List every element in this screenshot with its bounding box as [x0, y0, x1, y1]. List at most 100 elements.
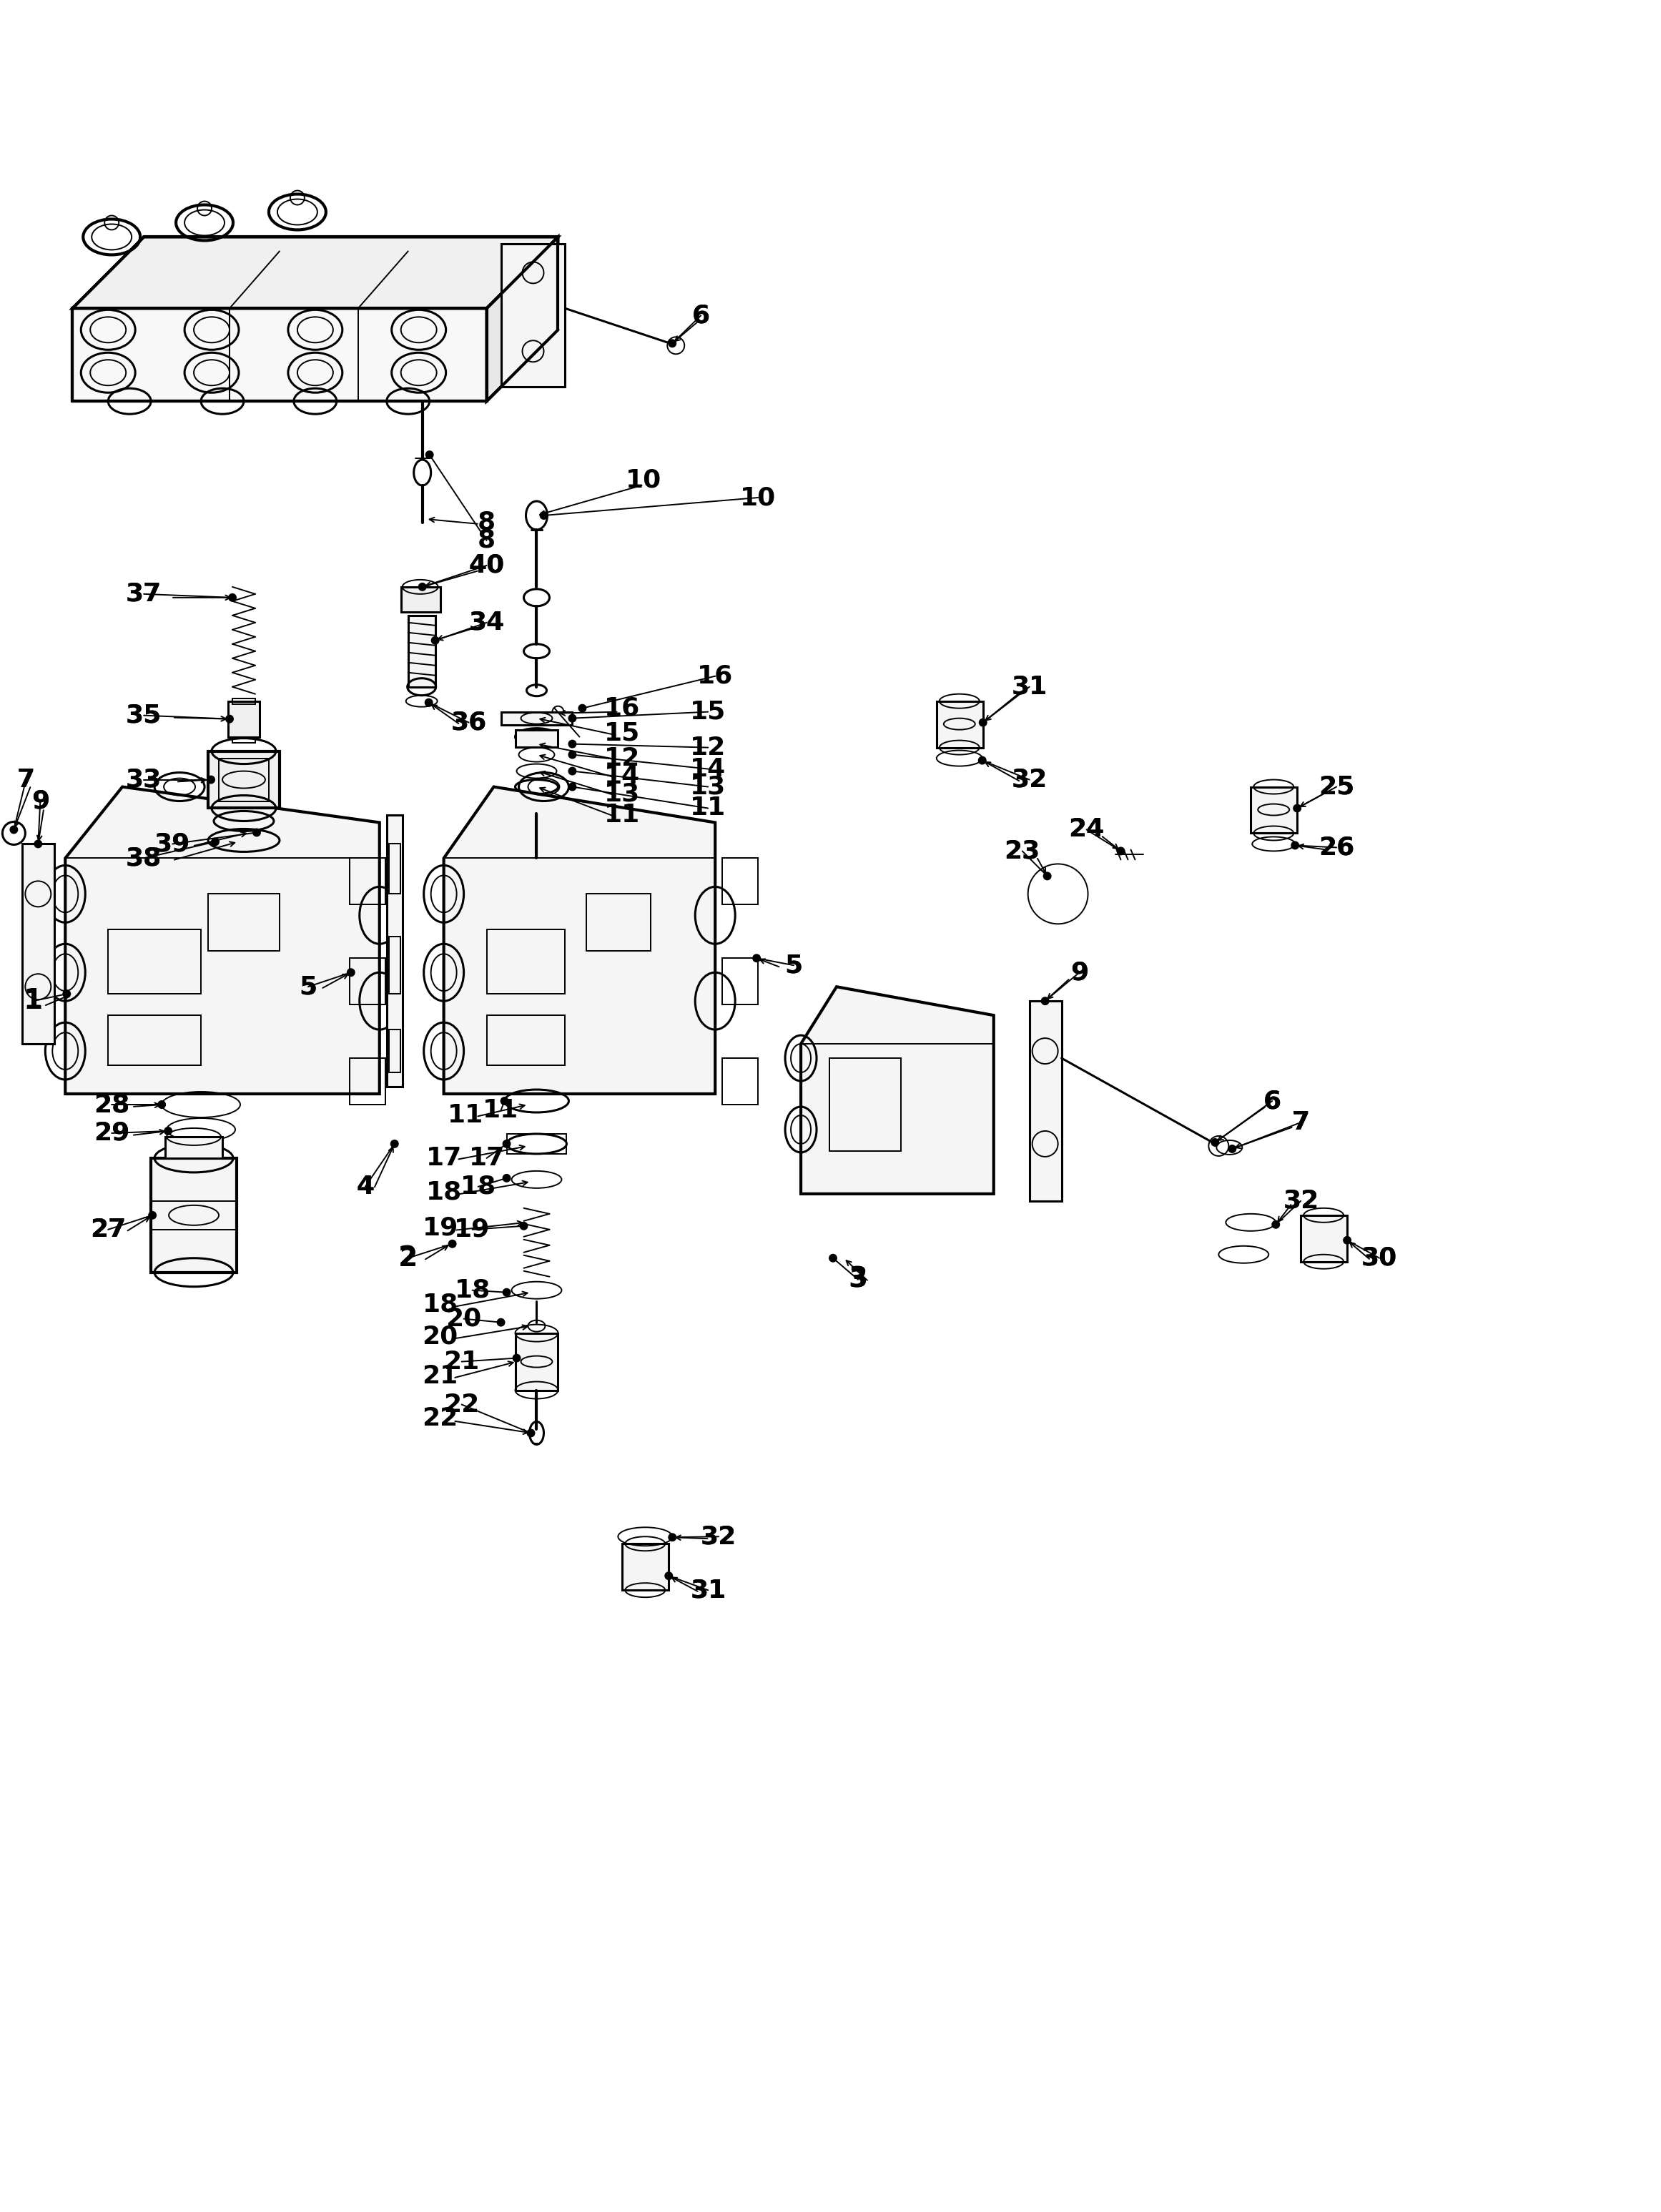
Text: 35: 35 — [126, 703, 161, 728]
Text: 4: 4 — [355, 1175, 374, 1199]
Text: 8: 8 — [478, 529, 495, 553]
Text: 16: 16 — [698, 664, 733, 688]
Text: 33: 33 — [126, 768, 161, 792]
Text: 23: 23 — [1005, 838, 1040, 863]
Bar — [409, 615, 435, 688]
Text: 26: 26 — [1319, 836, 1354, 860]
Text: 18: 18 — [422, 1292, 458, 1316]
Text: 6: 6 — [1264, 1088, 1281, 1113]
Text: 34: 34 — [468, 611, 505, 635]
Circle shape — [211, 838, 219, 845]
Bar — [219, 759, 269, 801]
Text: 10: 10 — [626, 467, 661, 491]
Bar — [829, 1057, 900, 1150]
Bar — [164, 1137, 223, 1159]
Text: 8: 8 — [478, 511, 495, 535]
Text: 9: 9 — [1070, 960, 1088, 984]
Text: 14: 14 — [605, 763, 639, 787]
Circle shape — [752, 956, 761, 962]
Text: 32: 32 — [1012, 768, 1048, 792]
Text: 17: 17 — [425, 1146, 462, 1170]
Text: 7: 7 — [17, 768, 35, 792]
Text: 25: 25 — [1319, 774, 1354, 799]
Text: 20: 20 — [422, 1325, 458, 1349]
Text: 1: 1 — [25, 989, 42, 1013]
Bar — [208, 894, 279, 951]
Circle shape — [568, 752, 576, 759]
Bar — [349, 858, 385, 905]
Circle shape — [425, 699, 432, 706]
Bar — [487, 929, 565, 993]
Bar — [349, 958, 385, 1004]
Bar — [1301, 1214, 1347, 1261]
Text: 28: 28 — [93, 1093, 130, 1117]
Circle shape — [540, 511, 548, 520]
Text: 37: 37 — [126, 582, 161, 606]
Circle shape — [419, 584, 425, 591]
Polygon shape — [801, 987, 993, 1194]
Text: 24: 24 — [1068, 818, 1105, 843]
Circle shape — [208, 776, 214, 783]
Bar — [228, 701, 259, 737]
Text: 39: 39 — [154, 832, 191, 856]
Circle shape — [568, 714, 576, 721]
Text: 31: 31 — [689, 1577, 726, 1601]
Circle shape — [149, 1212, 156, 1219]
Bar — [151, 1159, 236, 1272]
Circle shape — [527, 1429, 535, 1436]
Circle shape — [568, 783, 576, 790]
Circle shape — [578, 706, 586, 712]
Text: 4: 4 — [355, 1175, 374, 1199]
Text: 40: 40 — [468, 553, 505, 577]
Text: 21: 21 — [422, 1365, 458, 1389]
Text: 11: 11 — [605, 803, 639, 827]
Circle shape — [1272, 1221, 1279, 1228]
Text: 29: 29 — [93, 1121, 130, 1146]
Text: 36: 36 — [450, 710, 487, 734]
Bar — [389, 936, 400, 993]
Text: 27: 27 — [90, 1217, 126, 1241]
Text: 6: 6 — [693, 303, 709, 327]
Text: 12: 12 — [689, 734, 726, 759]
Text: 18: 18 — [455, 1279, 490, 1303]
Text: 32: 32 — [1012, 768, 1048, 792]
Text: 29: 29 — [93, 1121, 130, 1146]
Polygon shape — [443, 787, 716, 1095]
Text: 33: 33 — [126, 768, 161, 792]
Circle shape — [1043, 872, 1051, 880]
Text: 3: 3 — [849, 1267, 867, 1292]
Bar — [937, 701, 983, 748]
Circle shape — [978, 757, 987, 763]
Bar — [400, 586, 440, 613]
Circle shape — [1229, 1146, 1236, 1152]
Text: 2: 2 — [399, 1245, 419, 1272]
Text: 9: 9 — [32, 790, 50, 814]
Circle shape — [520, 1223, 527, 1230]
Text: 32: 32 — [1282, 1188, 1319, 1212]
Text: 38: 38 — [126, 845, 161, 869]
Text: 10: 10 — [741, 484, 776, 509]
Text: 24: 24 — [1068, 818, 1105, 843]
Bar — [502, 801, 573, 814]
Circle shape — [1041, 998, 1048, 1004]
Circle shape — [503, 1175, 510, 1181]
Text: 39: 39 — [154, 832, 191, 856]
Bar — [515, 730, 558, 748]
Circle shape — [35, 841, 42, 847]
Circle shape — [158, 1102, 164, 1108]
Circle shape — [10, 825, 17, 834]
Polygon shape — [487, 237, 558, 400]
Polygon shape — [73, 307, 487, 400]
Bar — [1251, 787, 1297, 834]
Text: 30: 30 — [1362, 1245, 1397, 1270]
Text: 5: 5 — [784, 953, 802, 978]
Bar — [22, 845, 55, 1044]
Text: 7: 7 — [17, 768, 35, 792]
Bar — [623, 1544, 669, 1590]
Polygon shape — [73, 237, 558, 307]
Text: 37: 37 — [126, 582, 161, 606]
Circle shape — [502, 1097, 508, 1104]
Circle shape — [1292, 843, 1299, 849]
Text: 11: 11 — [689, 796, 726, 821]
Text: 9: 9 — [1070, 960, 1088, 984]
